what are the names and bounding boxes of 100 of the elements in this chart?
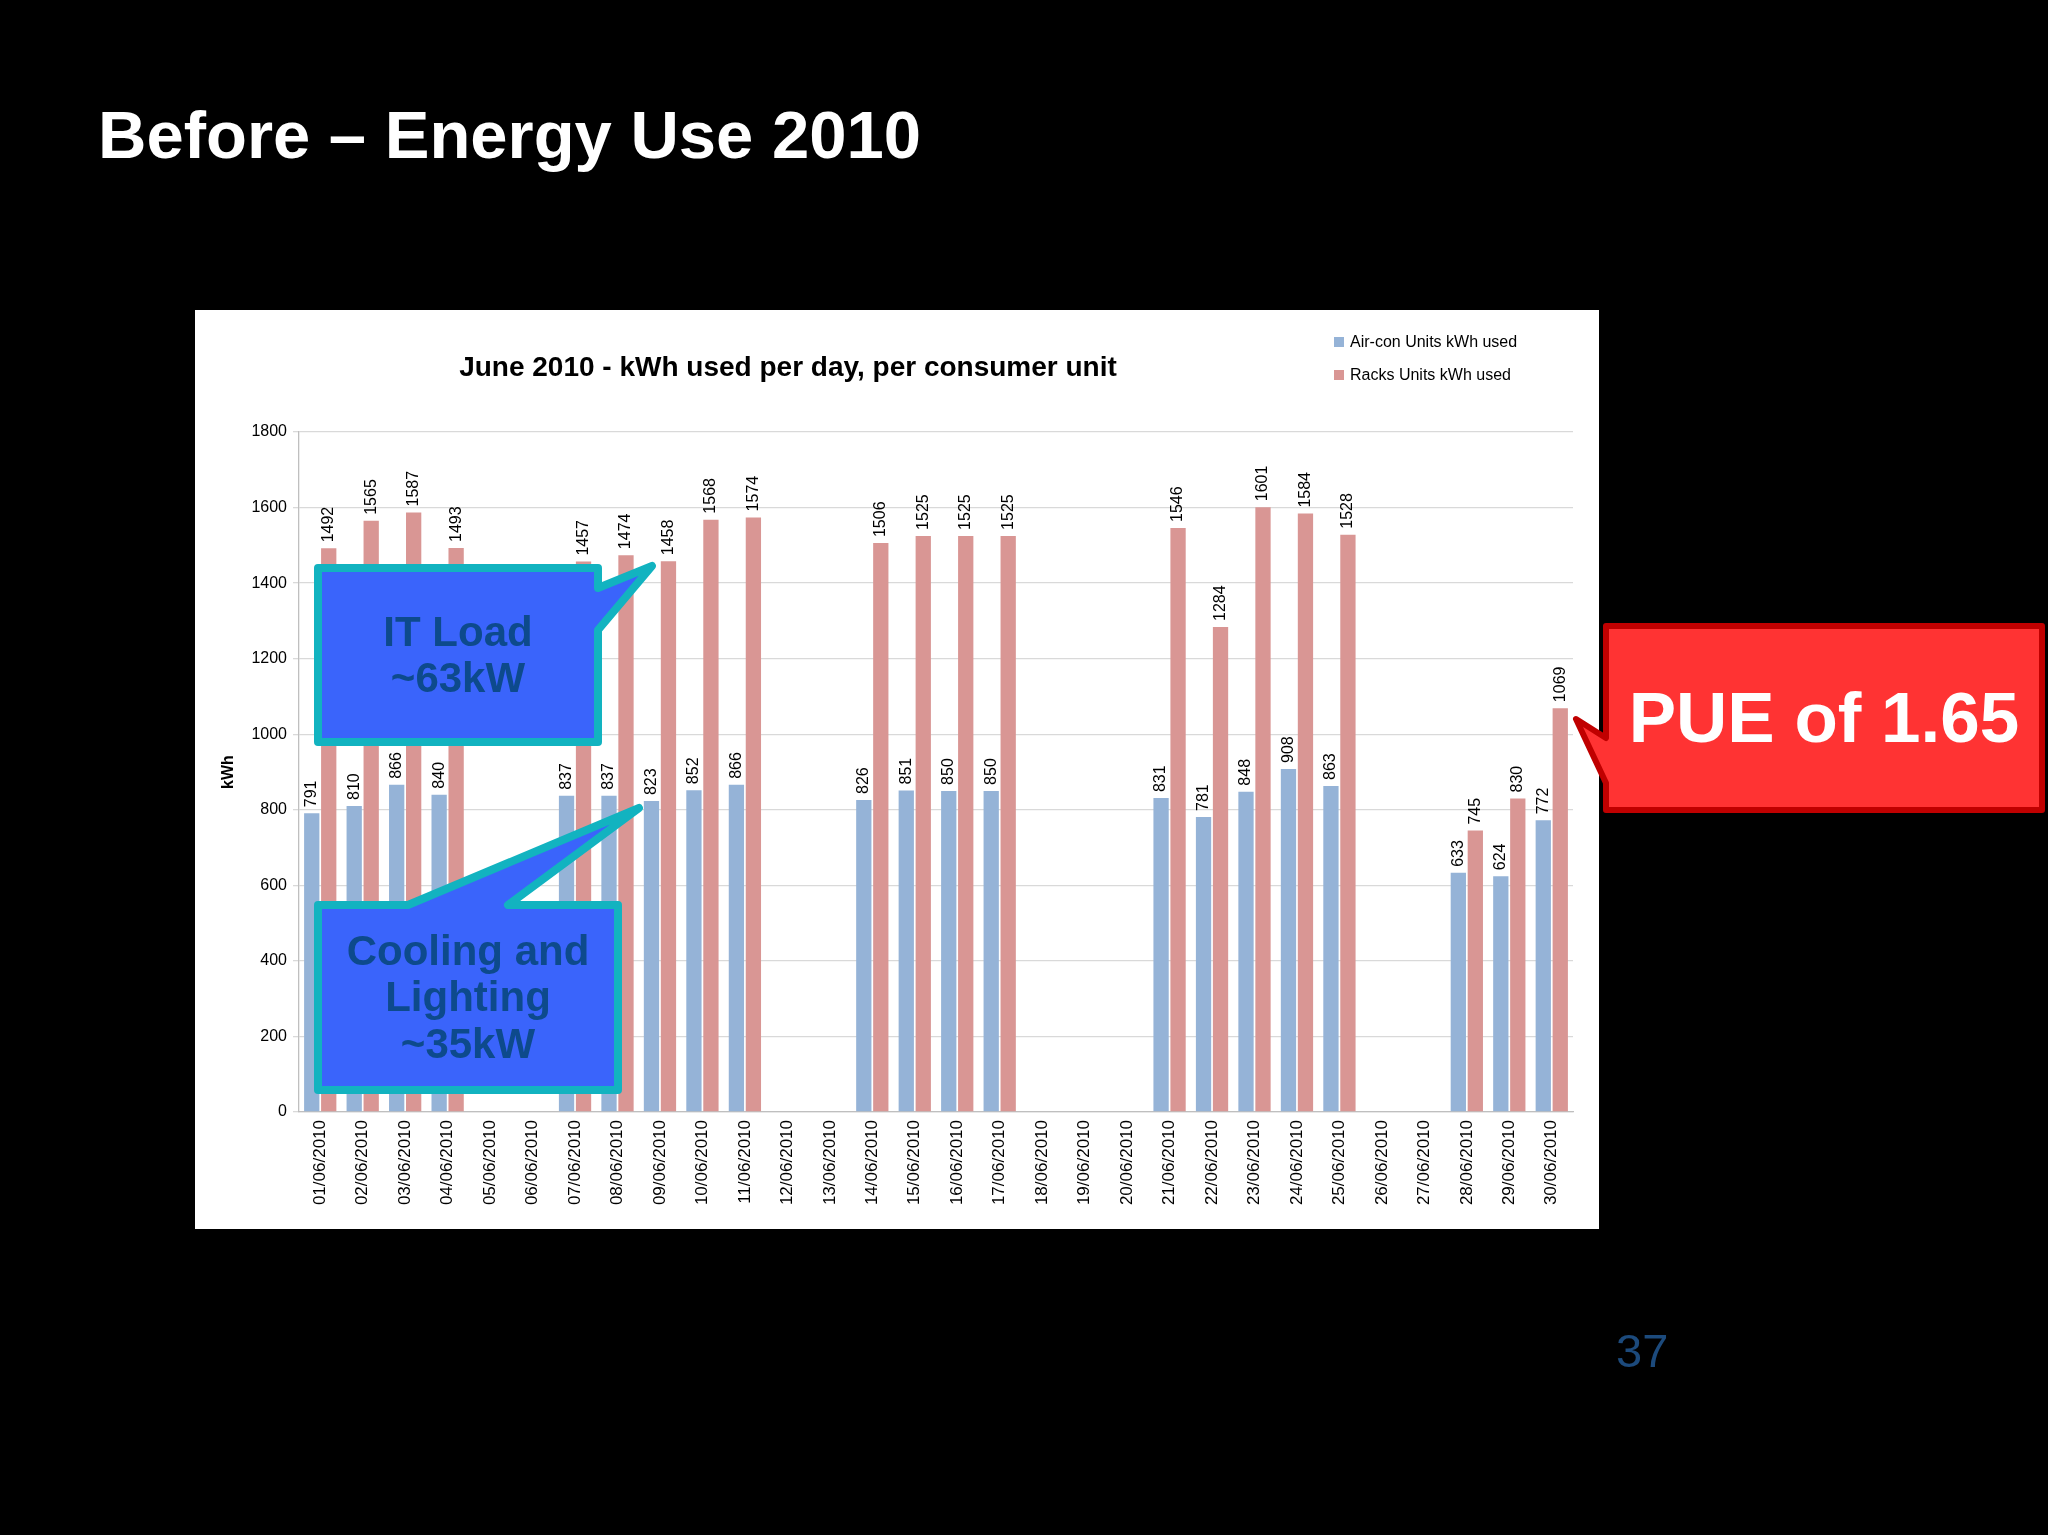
y-tick-label: 200	[260, 1026, 288, 1044]
legend-label: Racks Units kWh used	[1350, 366, 1511, 384]
x-tick-label: 10/06/2010	[692, 1120, 712, 1206]
data-label: 1565	[361, 479, 379, 515]
bar	[703, 519, 719, 1112]
bar	[958, 535, 974, 1112]
bar	[1153, 798, 1169, 1112]
x-tick-label: 03/06/2010	[394, 1120, 414, 1206]
bar	[1552, 708, 1568, 1112]
x-tick-label: 19/06/2010	[1074, 1120, 1094, 1206]
y-tick-label: 1000	[251, 724, 288, 742]
bar	[941, 790, 957, 1112]
data-label: 831	[1151, 765, 1169, 793]
x-tick-label: 20/06/2010	[1116, 1120, 1136, 1206]
bar	[1493, 876, 1509, 1112]
x-tick-label: 11/06/2010	[734, 1120, 754, 1204]
y-tick-label: 800	[260, 800, 288, 818]
bar	[1510, 798, 1526, 1112]
x-tick-label: 14/06/2010	[861, 1120, 881, 1206]
data-label: 826	[854, 767, 872, 794]
data-label: 1474	[616, 513, 634, 550]
annotation: IT Load ~63kW	[383, 607, 533, 702]
data-label: 848	[1236, 758, 1254, 786]
x-tick-label: 17/06/2010	[989, 1120, 1009, 1206]
x-tick-label: 26/06/2010	[1371, 1120, 1391, 1206]
x-tick-label: 01/06/2010	[309, 1120, 329, 1206]
bar	[1297, 513, 1314, 1112]
x-tick-label: 29/06/2010	[1498, 1120, 1518, 1206]
bar	[1535, 820, 1551, 1112]
data-label: 840	[429, 761, 447, 789]
data-label: 1525	[956, 494, 974, 530]
data-label: 823	[641, 768, 659, 796]
bar	[1467, 830, 1483, 1112]
x-tick-label: 07/06/2010	[564, 1120, 584, 1206]
x-tick-label: 21/06/2010	[1159, 1120, 1179, 1206]
bar	[1238, 791, 1254, 1112]
annotation: Cooling and Lighting ~35kW	[346, 927, 590, 1067]
x-tick-label: 27/06/2010	[1414, 1120, 1434, 1206]
data-label: 830	[1508, 765, 1526, 793]
data-label: 850	[939, 758, 957, 785]
data-label: 745	[1465, 797, 1483, 825]
x-tick-label: 23/06/2010	[1244, 1120, 1264, 1206]
bar	[643, 801, 660, 1112]
y-tick-label: 1600	[251, 497, 288, 515]
x-tick-label: 06/06/2010	[522, 1120, 542, 1206]
bar	[1195, 816, 1212, 1112]
bar	[856, 799, 872, 1112]
data-label: 1525	[998, 494, 1016, 530]
data-label: 1493	[446, 506, 464, 542]
data-label: 1584	[1295, 471, 1313, 508]
bar	[686, 790, 702, 1112]
bar	[1450, 872, 1466, 1112]
x-tick-label: 02/06/2010	[352, 1120, 372, 1206]
y-tick-label: 0	[278, 1102, 288, 1120]
y-tick-label: 600	[260, 875, 288, 893]
data-label: 791	[302, 780, 320, 808]
data-label: 1069	[1550, 666, 1568, 703]
x-tick-label: 16/06/2010	[946, 1120, 966, 1206]
x-tick-label: 05/06/2010	[479, 1120, 499, 1206]
data-label: 781	[1193, 784, 1211, 811]
chart-title: Before – Energy Use 2010	[98, 97, 922, 172]
y-tick-label: 1400	[251, 573, 288, 591]
x-tick-label: 12/06/2010	[777, 1120, 797, 1206]
x-tick-label: 22/06/2010	[1201, 1120, 1221, 1206]
data-label: 866	[726, 752, 744, 779]
bar	[728, 784, 745, 1112]
data-label: 1457	[573, 519, 591, 556]
x-tick-label: 09/06/2010	[649, 1120, 669, 1206]
x-tick-label: 24/06/2010	[1286, 1120, 1306, 1206]
y-tick-label: 400	[260, 951, 288, 969]
data-label: 837	[556, 763, 574, 790]
data-label: 624	[1491, 843, 1509, 871]
data-label: 852	[684, 757, 702, 785]
y-tick-label: 1200	[251, 649, 288, 667]
x-tick-label: 08/06/2010	[607, 1120, 627, 1206]
data-label: 850	[981, 758, 999, 785]
data-label: 863	[1321, 753, 1339, 780]
data-label: 837	[599, 763, 617, 790]
data-label: 772	[1533, 787, 1551, 815]
data-label: 633	[1448, 840, 1466, 867]
data-label: 908	[1278, 736, 1296, 763]
data-label: 1525	[913, 494, 931, 530]
bar	[1340, 534, 1356, 1112]
bar	[660, 561, 677, 1112]
x-tick-label: 15/06/2010	[904, 1120, 924, 1206]
bar	[1000, 535, 1016, 1112]
bar	[1255, 507, 1271, 1112]
legend-label: Air-con Units kWh used	[1350, 333, 1518, 351]
text: 37	[1616, 1324, 1669, 1377]
data-label: 1458	[658, 519, 676, 556]
bar	[898, 790, 914, 1112]
bar	[915, 535, 931, 1112]
data-label: 1601	[1253, 465, 1271, 502]
bar	[1323, 785, 1339, 1112]
data-label: 1528	[1338, 493, 1356, 529]
x-tick-label: 28/06/2010	[1456, 1120, 1476, 1206]
data-label: 866	[387, 752, 405, 779]
data-label: 1284	[1210, 585, 1228, 621]
bar	[1280, 768, 1297, 1112]
bar	[1212, 626, 1229, 1112]
